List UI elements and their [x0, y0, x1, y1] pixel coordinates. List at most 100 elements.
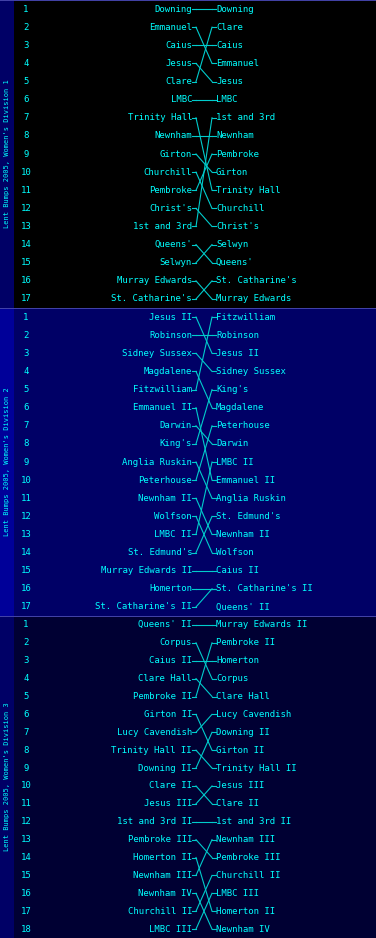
Text: 7: 7	[23, 113, 29, 122]
Text: Magdalene: Magdalene	[144, 367, 192, 376]
Text: Queens' II: Queens' II	[138, 620, 192, 629]
Text: 6: 6	[23, 403, 29, 412]
Text: Homerton II: Homerton II	[133, 853, 192, 862]
Text: 13: 13	[21, 835, 31, 844]
Text: 2: 2	[23, 639, 29, 647]
Text: 14: 14	[21, 548, 31, 557]
Text: Churchill: Churchill	[216, 204, 264, 213]
Text: Anglia Ruskin: Anglia Ruskin	[122, 458, 192, 466]
Text: Fitzwilliam: Fitzwilliam	[133, 385, 192, 394]
Text: LMBC: LMBC	[216, 95, 238, 104]
Text: 9: 9	[23, 149, 29, 159]
Text: Queens' II: Queens' II	[216, 602, 270, 612]
Text: Robinson: Robinson	[216, 331, 259, 340]
Text: Pembroke III: Pembroke III	[216, 853, 280, 862]
Text: Pembroke II: Pembroke II	[216, 639, 275, 647]
Text: Selwyn: Selwyn	[216, 240, 248, 250]
Text: 12: 12	[21, 204, 31, 213]
Text: 3: 3	[23, 349, 29, 357]
Text: Murray Edwards II: Murray Edwards II	[216, 620, 307, 629]
Text: Lucy Cavendish: Lucy Cavendish	[117, 728, 192, 736]
Text: Newnham II: Newnham II	[216, 530, 270, 539]
Bar	[0, 616, 14, 938]
Text: Newnham IV: Newnham IV	[138, 889, 192, 898]
Bar	[0, 0, 14, 308]
Text: Downing: Downing	[216, 5, 254, 13]
Text: Newnham: Newnham	[216, 131, 254, 141]
Text: Anglia Ruskin: Anglia Ruskin	[216, 493, 286, 503]
Text: 11: 11	[21, 799, 31, 809]
Text: Murray Edwards: Murray Edwards	[216, 295, 291, 304]
Text: 7: 7	[23, 421, 29, 431]
Text: 9: 9	[23, 458, 29, 466]
Text: Jesus: Jesus	[165, 59, 192, 68]
Text: 1st and 3rd II: 1st and 3rd II	[216, 817, 291, 826]
Text: 6: 6	[23, 95, 29, 104]
Text: Peterhouse: Peterhouse	[216, 421, 270, 431]
Text: Wolfson: Wolfson	[155, 512, 192, 521]
Text: Newnham IV: Newnham IV	[216, 925, 270, 933]
Text: Downing II: Downing II	[138, 764, 192, 773]
Text: Jesus II: Jesus II	[216, 349, 259, 357]
Text: St. Catharine's II: St. Catharine's II	[216, 584, 313, 594]
Text: St. Catharine's II: St. Catharine's II	[95, 602, 192, 612]
Text: St. Edmund's: St. Edmund's	[127, 548, 192, 557]
Text: Selwyn: Selwyn	[160, 258, 192, 267]
Text: 1: 1	[23, 312, 29, 322]
Text: Homerton II: Homerton II	[216, 907, 275, 915]
Text: Christ's: Christ's	[216, 222, 259, 231]
Text: Lent Bumps 2005, Women's Division 3: Lent Bumps 2005, Women's Division 3	[4, 703, 10, 852]
Text: 12: 12	[21, 512, 31, 521]
Text: Sidney Sussex: Sidney Sussex	[216, 367, 286, 376]
Text: Pembroke: Pembroke	[216, 149, 259, 159]
Text: Newnham III: Newnham III	[133, 870, 192, 880]
Text: Homerton: Homerton	[149, 584, 192, 594]
Text: Churchill: Churchill	[144, 168, 192, 176]
Text: Lent Bumps 2005, Women's Division 1: Lent Bumps 2005, Women's Division 1	[4, 80, 10, 228]
Bar	[0, 616, 376, 938]
Text: St. Catharine's: St. Catharine's	[216, 277, 297, 285]
Text: Lucy Cavendish: Lucy Cavendish	[216, 710, 291, 719]
Text: Homerton: Homerton	[216, 657, 259, 665]
Text: Caius: Caius	[216, 40, 243, 50]
Text: 8: 8	[23, 131, 29, 141]
Text: 16: 16	[21, 277, 31, 285]
Text: 4: 4	[23, 674, 29, 683]
Text: 15: 15	[21, 258, 31, 267]
Text: Churchill II: Churchill II	[216, 870, 280, 880]
Text: Emmanuel II: Emmanuel II	[133, 403, 192, 412]
Text: Jesus III: Jesus III	[216, 781, 264, 791]
Text: 7: 7	[23, 728, 29, 736]
Text: 5: 5	[23, 692, 29, 701]
Text: Lent Bumps 2005, Women's Division 2: Lent Bumps 2005, Women's Division 2	[4, 387, 10, 537]
Text: Clare II: Clare II	[216, 799, 259, 809]
Text: Pembroke: Pembroke	[149, 186, 192, 195]
Bar	[0, 308, 14, 616]
Text: Fitzwilliam: Fitzwilliam	[216, 312, 275, 322]
Text: King's: King's	[216, 385, 248, 394]
Text: St. Edmund's: St. Edmund's	[216, 512, 280, 521]
Text: Trinity Hall II: Trinity Hall II	[216, 764, 297, 773]
Text: Emmanuel: Emmanuel	[216, 59, 259, 68]
Text: 10: 10	[21, 476, 31, 485]
Text: Magdalene: Magdalene	[216, 403, 264, 412]
Text: 17: 17	[21, 295, 31, 304]
Text: Corpus: Corpus	[160, 639, 192, 647]
Text: 1st and 3rd II: 1st and 3rd II	[117, 817, 192, 826]
Text: Queens': Queens'	[155, 240, 192, 250]
Text: St. Catharine's: St. Catharine's	[111, 295, 192, 304]
Text: 3: 3	[23, 40, 29, 50]
Text: Christ's: Christ's	[149, 204, 192, 213]
Text: Newnham: Newnham	[155, 131, 192, 141]
Text: 5: 5	[23, 385, 29, 394]
Text: Robinson: Robinson	[149, 331, 192, 340]
Text: LMBC: LMBC	[170, 95, 192, 104]
Text: LMBC III: LMBC III	[216, 889, 259, 898]
Text: Girton II: Girton II	[144, 710, 192, 719]
Text: 13: 13	[21, 530, 31, 539]
Text: Darwin: Darwin	[160, 421, 192, 431]
Text: Clare II: Clare II	[149, 781, 192, 791]
Text: 16: 16	[21, 889, 31, 898]
Text: Clare Hall: Clare Hall	[138, 674, 192, 683]
Text: Caius: Caius	[165, 40, 192, 50]
